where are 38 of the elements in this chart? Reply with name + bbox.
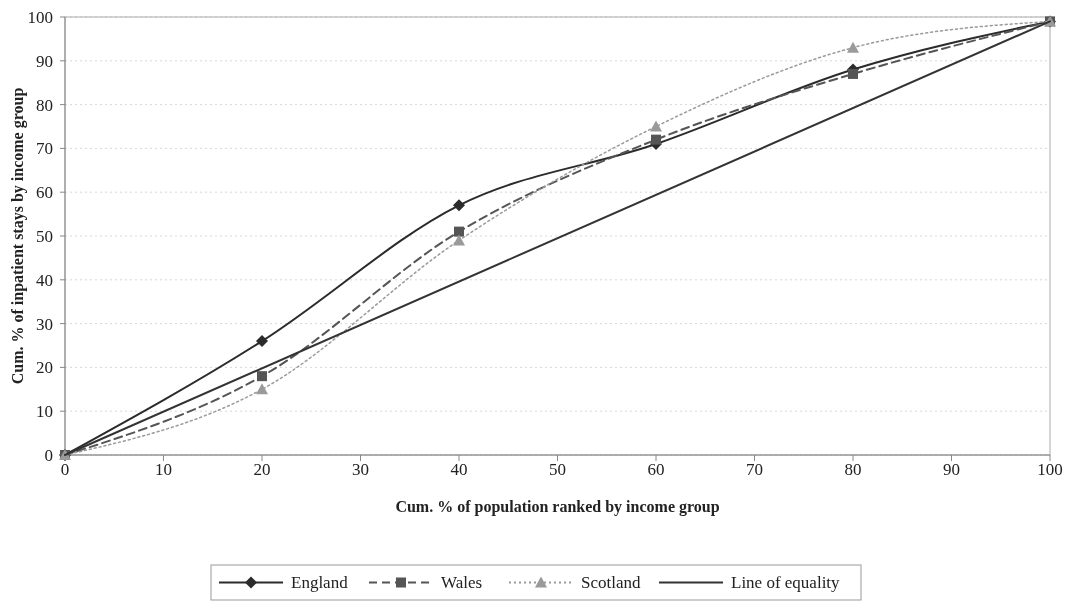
point	[848, 68, 858, 79]
y-tick-label: 40	[36, 270, 53, 290]
point	[257, 371, 267, 382]
point	[454, 226, 464, 237]
y-tick-label: 90	[36, 51, 53, 71]
x-tick-label: 80	[844, 460, 862, 479]
y-tick-label: 30	[36, 314, 53, 334]
x-axis-title: Cum. % of population ranked by income group	[395, 498, 720, 516]
y-tick-label: 0	[44, 445, 53, 465]
point	[453, 199, 465, 212]
point	[256, 383, 268, 395]
point	[256, 335, 268, 348]
point	[651, 134, 661, 145]
x-tick-label: 60	[647, 460, 665, 479]
x-tick-label: 90	[943, 460, 960, 479]
point	[453, 234, 465, 246]
point	[847, 41, 859, 53]
point	[650, 120, 662, 132]
x-tick-label: 70	[746, 460, 763, 479]
x-tick-label: 20	[253, 460, 271, 479]
legend-label: Wales	[441, 573, 483, 593]
y-tick-label: 10	[36, 402, 53, 422]
y-tick-label: 100	[27, 7, 53, 27]
y-tick-label: 80	[36, 95, 53, 115]
y-tick-label: 60	[36, 183, 53, 203]
x-tick-label: 100	[1037, 460, 1063, 479]
y-tick-label: 20	[36, 358, 53, 378]
x-tick-label: 30	[352, 460, 369, 479]
x-tick-label: 50	[549, 460, 566, 479]
legend-label: Scotland	[581, 573, 641, 593]
legend-label: Line of equality	[731, 573, 841, 593]
x-tick-label: 40	[450, 460, 468, 479]
x-tick-label: 0	[60, 460, 70, 479]
y-axis-title: Cum. % of inpatient stays by income group	[9, 87, 27, 385]
y-tick-label: 50	[36, 226, 53, 246]
legend-label: England	[291, 573, 349, 593]
x-tick-label: 10	[155, 460, 172, 479]
y-tick-label: 70	[36, 139, 53, 159]
